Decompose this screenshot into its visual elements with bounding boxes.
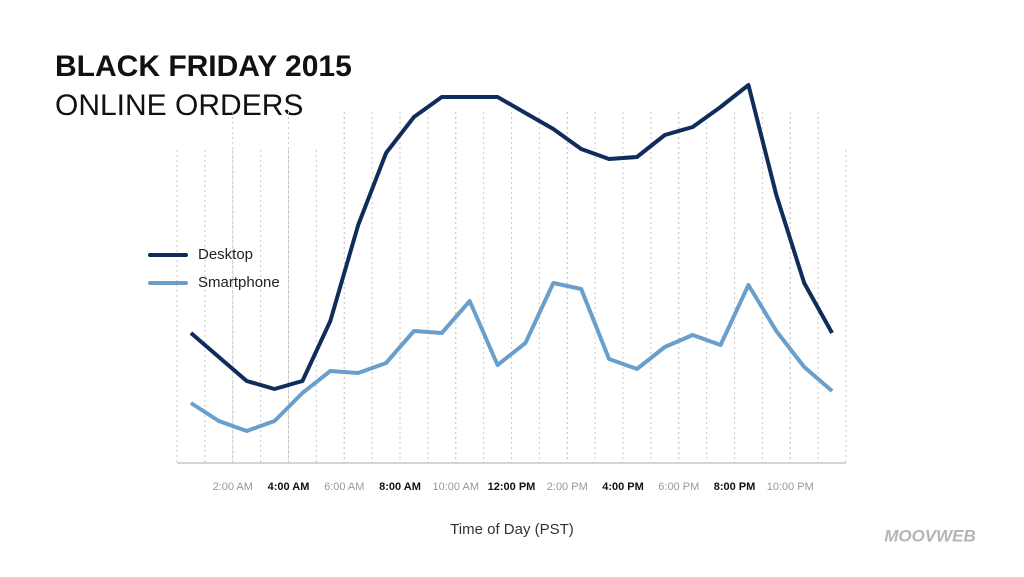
chart-title: BLACK FRIDAY 2015 xyxy=(55,50,352,83)
x-tick-label: 2:00 PM xyxy=(547,481,588,493)
x-tick-label: 8:00 PM xyxy=(714,481,756,493)
chart-subtitle: ONLINE ORDERS xyxy=(55,89,303,122)
x-tick-label: 10:00 AM xyxy=(433,481,479,493)
x-tick-label: 10:00 PM xyxy=(767,481,814,493)
x-tick-label: 4:00 AM xyxy=(268,481,310,493)
x-tick-label: 8:00 AM xyxy=(379,481,421,493)
series-line xyxy=(189,83,834,391)
x-tick-label: 6:00 PM xyxy=(658,481,699,493)
x-tick-label: 6:00 AM xyxy=(324,481,364,493)
x-tick-label: 12:00 PM xyxy=(488,481,536,493)
x-tick-label: 2:00 AM xyxy=(213,481,253,493)
watermark: MOOVWEB xyxy=(884,526,976,545)
x-axis-label: Time of Day (PST) xyxy=(450,521,574,538)
legend-label: Desktop xyxy=(198,246,253,263)
legend-label: Smartphone xyxy=(198,274,280,291)
x-tick-label: 4:00 PM xyxy=(602,481,644,493)
series-line xyxy=(189,281,834,433)
